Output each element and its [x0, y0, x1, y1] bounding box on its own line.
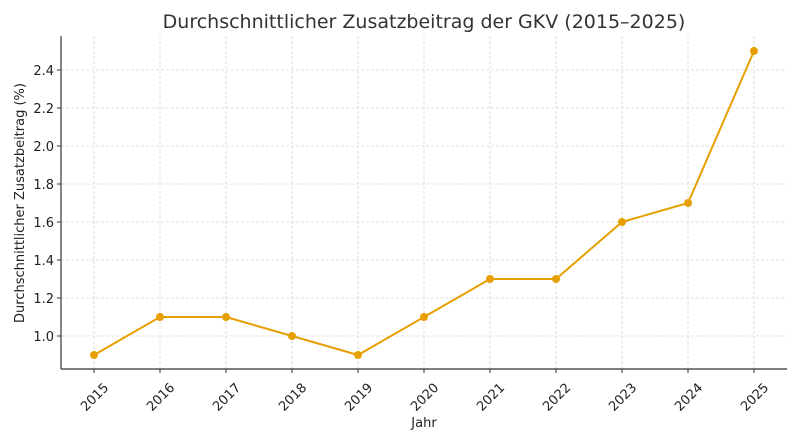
- y-tick-label: 1.6: [33, 216, 54, 231]
- x-tick-label: 2025: [738, 381, 772, 415]
- y-axis-ticks: 1.0 1.2 1.4 1.6 1.8 2.0 2.2 2.4: [33, 64, 61, 345]
- y-axis-label: Durchschnittlicher Zusatzbeitrag (%): [13, 83, 28, 323]
- data-point-marker: [354, 351, 362, 359]
- x-tick-label: 2022: [540, 381, 574, 415]
- data-point-marker: [552, 275, 560, 283]
- x-tick-label: 2023: [606, 381, 640, 415]
- y-tick-label: 1.0: [33, 330, 54, 345]
- y-tick-label: 2.2: [33, 102, 54, 117]
- data-point-marker: [486, 275, 494, 283]
- x-tick-label: 2024: [672, 381, 706, 415]
- grid: [61, 36, 787, 369]
- x-tick-label: 2018: [276, 381, 310, 415]
- data-point-marker: [420, 313, 428, 321]
- x-tick-label: 2021: [474, 381, 508, 415]
- data-series: [90, 47, 758, 359]
- x-tick-label: 2019: [342, 381, 376, 415]
- x-tick-label: 2015: [78, 381, 112, 415]
- x-axis-label: Jahr: [410, 416, 437, 431]
- y-tick-label: 1.2: [33, 292, 54, 307]
- chart-title: Durchschnittlicher Zusatzbeitrag der GKV…: [163, 11, 686, 33]
- y-tick-label: 2.0: [33, 140, 54, 155]
- x-tick-label: 2016: [144, 381, 178, 415]
- y-tick-label: 2.4: [33, 64, 54, 79]
- data-point-marker: [156, 313, 164, 321]
- y-tick-label: 1.8: [33, 178, 54, 193]
- x-axis-ticks: 2015 2016 2017 2018 2019 2020 2021 2022 2023 2024…: [78, 369, 772, 415]
- data-point-marker: [618, 218, 626, 226]
- y-tick-label: 1.4: [33, 254, 54, 269]
- data-point-marker: [222, 313, 230, 321]
- data-point-marker: [684, 199, 692, 207]
- x-tick-label: 2017: [210, 381, 244, 415]
- x-tick-label: 2020: [408, 381, 442, 415]
- data-point-marker: [750, 47, 758, 55]
- data-point-marker: [90, 351, 98, 359]
- data-point-marker: [288, 332, 296, 340]
